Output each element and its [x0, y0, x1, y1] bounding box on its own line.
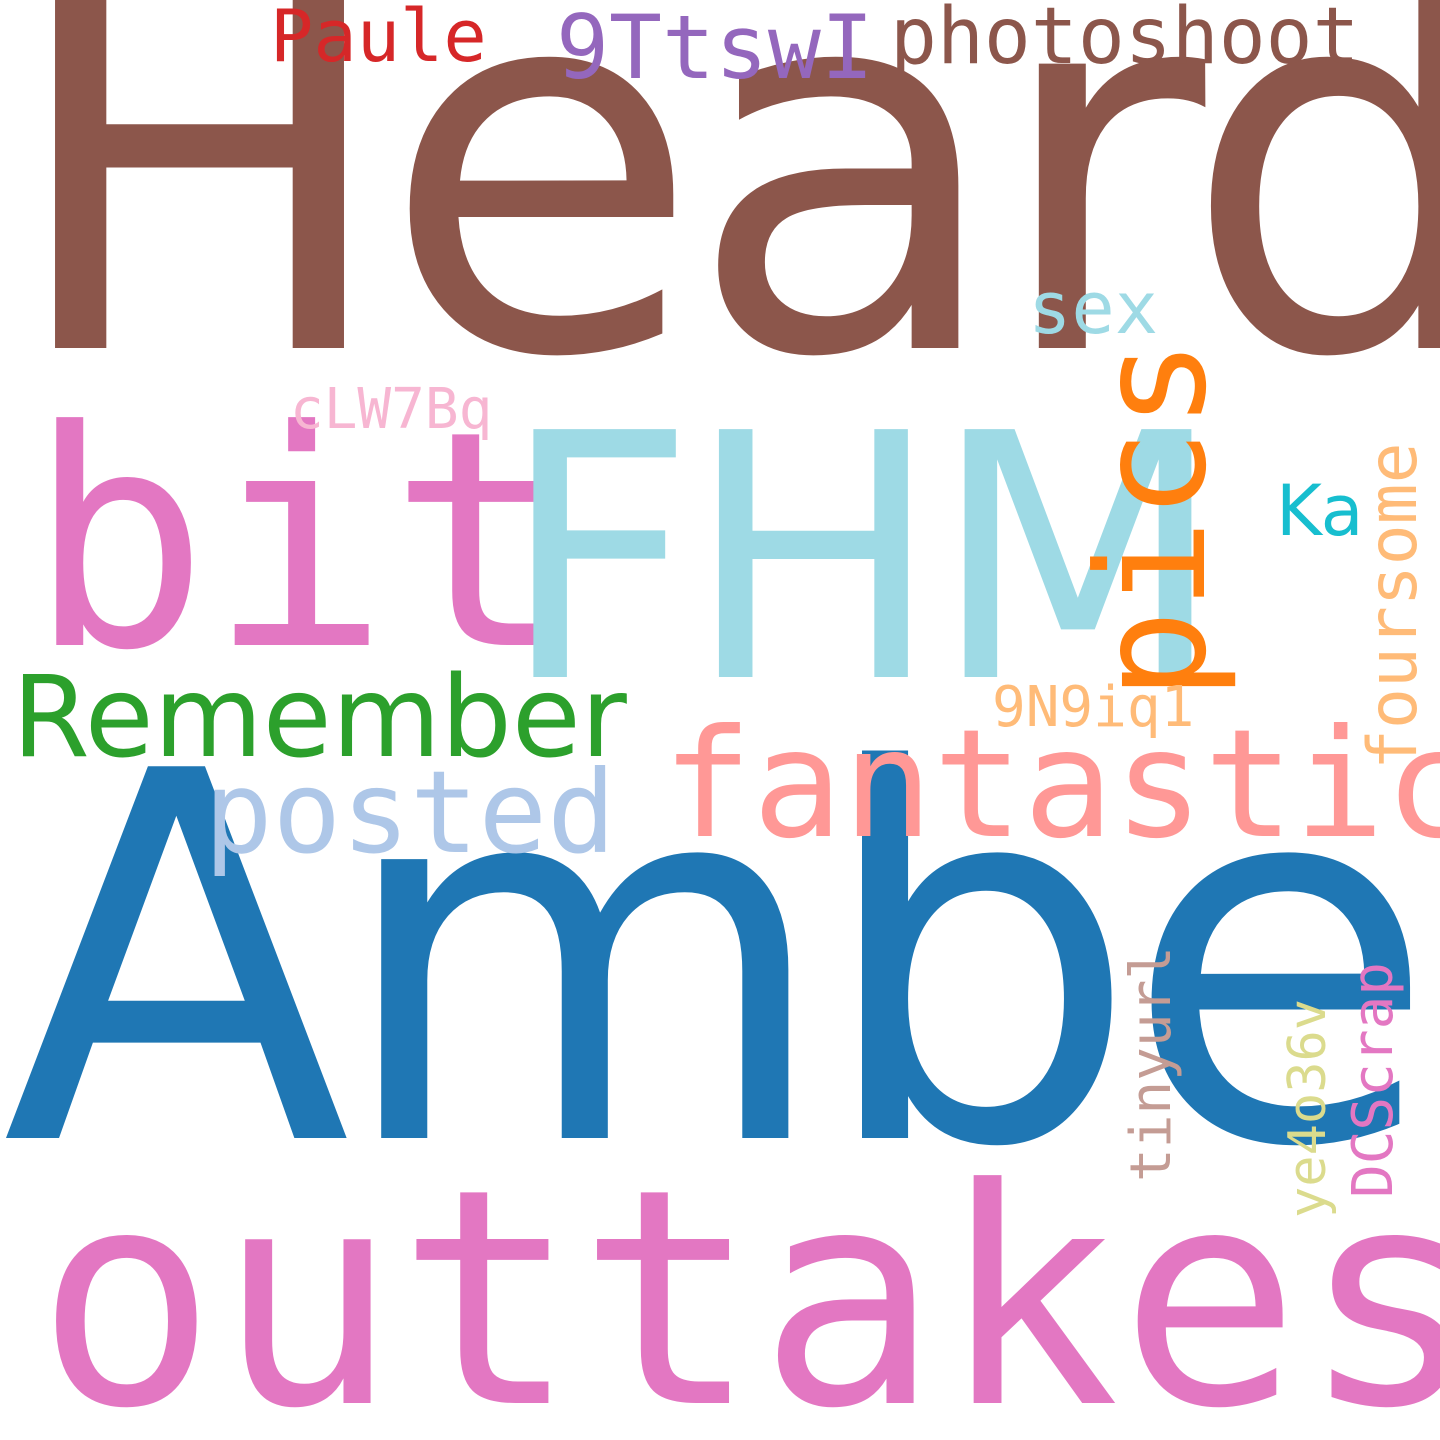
word-amber: Amber — [2, 666, 1440, 1259]
word-ka: Ka — [1276, 470, 1364, 552]
word-sex: sex — [1028, 266, 1159, 350]
word-tinyurl: tinyurl — [1119, 945, 1184, 1182]
word-heard: Heard — [4, 0, 1440, 471]
word-remember: Remember — [12, 653, 627, 783]
word-posted: posted — [204, 746, 616, 879]
word-fhm: FHM — [500, 362, 1225, 758]
word-pics: pics — [1066, 338, 1240, 700]
word-outtakes: outtakes — [36, 1125, 1440, 1440]
word-paule: Paule — [270, 0, 487, 78]
word-clw7bq: cLW7Bq — [290, 377, 493, 442]
word-9n9iq1: 9N9iq1 — [992, 675, 1195, 740]
word-foursome: foursome — [1354, 442, 1433, 770]
word-9ttswi: 9TtswI — [556, 0, 874, 99]
word-dcscrap: DCScrap — [1341, 961, 1406, 1198]
word-bit: bit — [28, 367, 570, 716]
word-fantastic: fantastic — [662, 698, 1440, 872]
word-ye4o36v: ye4o36v — [1278, 998, 1338, 1218]
word-photoshoot: photoshoot — [890, 0, 1360, 82]
